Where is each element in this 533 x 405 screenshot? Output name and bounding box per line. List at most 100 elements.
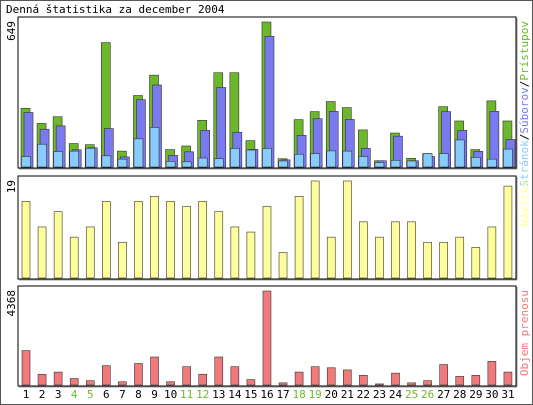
day-label: 11	[180, 388, 193, 401]
bar-bytes	[150, 356, 159, 386]
bar-visits	[21, 201, 31, 279]
day-label: 31	[501, 388, 514, 401]
bar-bytes	[471, 375, 481, 386]
bar-visits	[198, 201, 208, 279]
bar-bytes	[455, 376, 465, 386]
bar-visits	[471, 247, 481, 279]
bar-bytes	[134, 363, 143, 386]
bar-visits	[310, 180, 320, 279]
bar-bytes	[262, 290, 272, 386]
bar-bytes	[246, 379, 256, 386]
day-label: 15	[244, 388, 257, 401]
bar-bytes	[37, 373, 47, 386]
legend-word: /	[518, 134, 531, 141]
day-label: 25	[405, 388, 418, 401]
day-label: 28	[453, 388, 466, 401]
bar-hits	[358, 156, 369, 168]
bar-hits	[69, 150, 79, 168]
bar-visits	[37, 226, 47, 279]
day-label: 27	[437, 388, 450, 401]
bar-hits	[487, 158, 497, 168]
bar-visits	[166, 201, 175, 279]
day-label: 21	[341, 388, 354, 401]
bar-hits	[471, 157, 481, 168]
bar-visits	[423, 241, 432, 279]
bar-visits	[214, 211, 224, 279]
bar-bytes	[53, 371, 63, 386]
bar-visits	[439, 241, 448, 279]
bar-bytes	[166, 381, 175, 386]
bar-visits	[342, 180, 352, 279]
day-label: 20	[325, 388, 338, 401]
panel-traffic-legend: Stránok/Súborov/Prístupov	[518, 21, 531, 187]
bar-visits	[487, 226, 497, 279]
bar-files	[264, 35, 275, 168]
bar-bytes	[359, 375, 368, 386]
day-label: 5	[87, 388, 94, 401]
day-label: 9	[151, 388, 158, 401]
day-label: 26	[421, 388, 434, 401]
bar-bytes	[230, 366, 240, 386]
day-label: 3	[55, 388, 62, 401]
legend-word: Návštev	[518, 180, 531, 227]
bar-hits	[342, 150, 353, 168]
bar-visits	[278, 252, 288, 279]
bar-bytes	[21, 350, 31, 386]
bar-bytes	[278, 382, 288, 386]
day-label: 8	[135, 388, 142, 401]
day-label: 12	[196, 388, 209, 401]
bar-files	[489, 111, 500, 168]
day-label: 4	[71, 388, 78, 401]
panel-visits-legend: Návštev	[518, 180, 531, 227]
day-label: 24	[389, 388, 403, 401]
bar-hits	[165, 161, 176, 168]
bar-hits	[406, 160, 417, 168]
bar-visits	[359, 221, 368, 279]
day-label: 22	[357, 388, 370, 401]
day-label: 6	[103, 388, 110, 401]
chart-title: Denná štatistika za december 2004	[6, 3, 225, 16]
panel-bytes-max-label: 4368	[5, 290, 18, 317]
bar-bytes	[439, 364, 448, 386]
bar-bytes	[69, 378, 79, 386]
bar-hits	[374, 162, 385, 168]
bar-bytes	[102, 365, 111, 386]
bar-visits	[53, 211, 63, 279]
bar-visits	[246, 231, 256, 279]
bar-bytes	[326, 367, 336, 386]
bar-hits	[133, 138, 144, 168]
bar-visits	[503, 185, 513, 279]
bar-hits	[454, 139, 465, 168]
bar-hits	[230, 148, 240, 168]
panel-traffic-max-label: 649	[5, 21, 18, 41]
bar-bytes	[214, 356, 224, 386]
bar-hits	[181, 161, 192, 168]
bar-bytes	[375, 383, 384, 386]
bar-hits	[278, 160, 288, 168]
legend-word: Stránok	[518, 140, 531, 187]
day-label: 7	[119, 388, 126, 401]
day-label: 1	[23, 388, 30, 401]
bar-bytes	[294, 371, 304, 386]
day-label: 30	[485, 388, 498, 401]
bar-bytes	[423, 380, 432, 386]
bar-hits	[422, 153, 433, 168]
bar-hits	[85, 147, 96, 168]
bar-bytes	[118, 381, 127, 386]
bar-hits	[101, 155, 112, 168]
bar-bytes	[487, 361, 497, 386]
bar-bytes	[407, 382, 416, 386]
bar-bytes	[198, 373, 208, 386]
bar-visits	[69, 236, 79, 279]
bar-hits	[53, 151, 63, 168]
day-label: 16	[260, 388, 273, 401]
bar-hits	[213, 158, 224, 168]
bar-bytes	[310, 366, 320, 386]
bar-bytes	[182, 366, 191, 386]
bar-files	[216, 87, 227, 168]
bar-bytes	[342, 369, 352, 386]
day-label: 13	[212, 388, 225, 401]
bar-visits	[407, 221, 416, 279]
bar-hits	[262, 148, 272, 168]
